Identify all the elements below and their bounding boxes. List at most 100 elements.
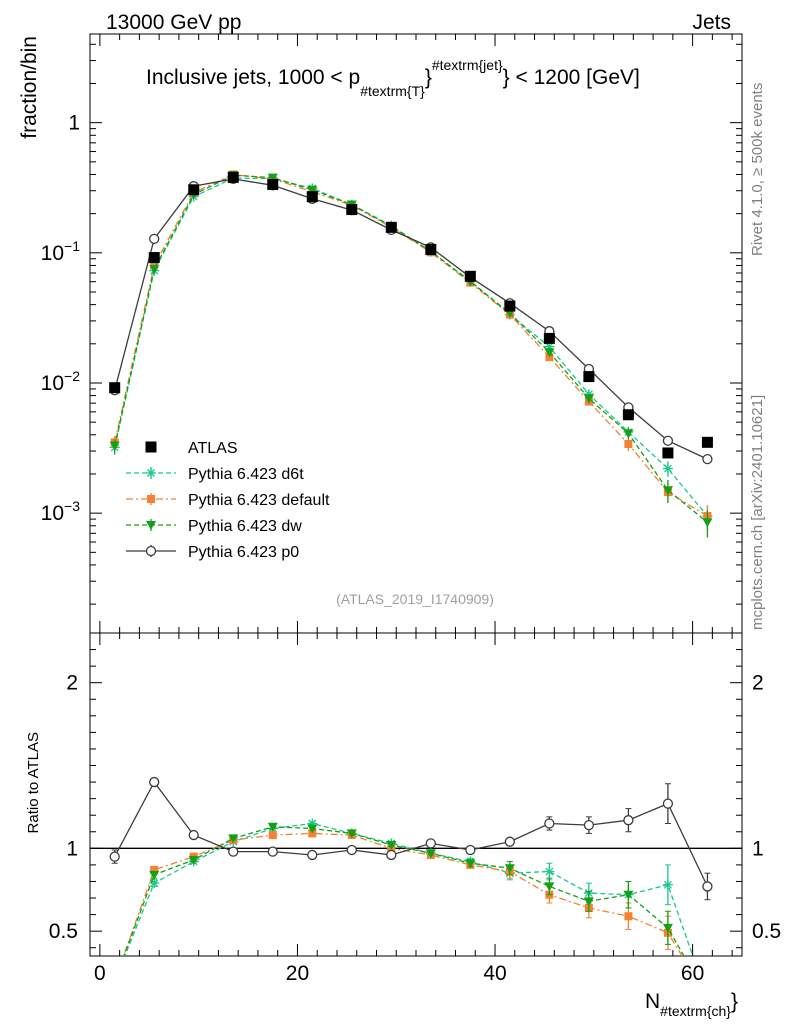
- ratio-point-dw-shape: [346, 829, 357, 839]
- main-point-dw-shape: [149, 265, 160, 275]
- ratio-point-dw: [583, 897, 594, 907]
- legend-label-dw: Pythia 6.423 dw: [188, 518, 302, 535]
- ratio-point-p0-shape: [425, 838, 436, 849]
- ratio-point-default-shape: [268, 831, 277, 840]
- main-point-data-shape: [504, 300, 516, 312]
- ratio-point-dw-shape: [149, 870, 160, 880]
- x-tick-label: 0: [94, 962, 106, 985]
- main-point-dw: [702, 518, 713, 528]
- main-point-d6t-shape: [544, 341, 555, 352]
- ratio-point-dw-shape: [386, 841, 397, 851]
- legend-marker-d6t-shape: [146, 468, 156, 478]
- ratio-point-dw: [307, 824, 318, 834]
- main-y-axis-label: fraction/bin: [18, 36, 41, 139]
- tick-mantissa: 10: [41, 372, 64, 395]
- ratio-point-default: [624, 912, 633, 921]
- main-point-dw-shape: [307, 185, 318, 195]
- legend-marker-data: [145, 441, 157, 453]
- legend-marker-default: [147, 495, 155, 503]
- ratio-point-p0-shape: [346, 844, 357, 856]
- main-point-data: [425, 244, 437, 256]
- ratio-axes: 0.5 0.51 12 20 20 40 60: [49, 632, 781, 985]
- main-point-dw-shape: [702, 518, 713, 528]
- x-tick-label: 60: [681, 962, 704, 985]
- ratio-point-p0: [465, 844, 476, 856]
- legend-label-data: ATLAS: [188, 440, 238, 457]
- ratio-point-p0: [228, 846, 239, 857]
- ratio-point-p0: [425, 838, 436, 849]
- ratio-point-default-shape: [624, 912, 633, 921]
- main-point-p0: [662, 435, 674, 446]
- main-point-data-shape: [464, 270, 476, 282]
- ratio-point-dw: [228, 834, 239, 844]
- ratio-point-dw: [425, 849, 436, 859]
- main-point-data-shape: [662, 447, 674, 459]
- main-point-data: [346, 204, 358, 216]
- main-point-data: [109, 382, 121, 394]
- ratio-point-d6t: [307, 818, 318, 829]
- ratio-point-p0: [623, 815, 634, 826]
- ratio-point-dw-shape: [583, 897, 594, 907]
- main-point-data-shape: [188, 184, 200, 196]
- ratio-point-dw: [188, 855, 199, 865]
- main-point-dw: [544, 348, 555, 358]
- main-point-p0: [702, 453, 713, 465]
- ratio-series-p0: [109, 776, 713, 901]
- ratio-point-d6t-shape: [149, 878, 160, 889]
- legend-entry-data: ATLAS: [145, 440, 238, 457]
- ratio-line-p0: [114, 780, 708, 887]
- x-tick-label: 20: [286, 962, 309, 985]
- ratio-line-d6t: [124, 822, 694, 956]
- ratio-point-p0-shape: [544, 818, 555, 829]
- ratio-point-p0: [702, 881, 713, 892]
- ratio-point-p0: [109, 851, 120, 862]
- ratio-point-d6t-shape: [307, 818, 318, 829]
- main-y-tick-label: 10−1: [41, 238, 81, 265]
- main-point-data: [543, 332, 555, 344]
- ratio-point-p0: [544, 818, 555, 829]
- legend-label-d6t: Pythia 6.423 d6t: [188, 466, 304, 483]
- ratio-y-tick-label-right: 2: [752, 672, 764, 695]
- ratio-point-dw-shape: [188, 855, 199, 865]
- ratio-plot-marks: [109, 776, 713, 956]
- ratio-point-p0-shape: [149, 776, 160, 788]
- ratio-y-axis-label: Ratio to ATLAS: [25, 732, 42, 833]
- main-point-data: [267, 178, 279, 190]
- ratio-y-tick-label: 0.5: [49, 920, 78, 943]
- ratio-y-tick-label-right: 0.5: [752, 920, 781, 943]
- ratio-point-dw-shape: [623, 890, 634, 900]
- main-point-dw: [623, 429, 634, 439]
- ratio-point-p0-shape: [228, 846, 239, 857]
- ratio-point-dw: [544, 882, 555, 892]
- ratio-point-default: [268, 831, 277, 840]
- x-tick-label: 40: [483, 962, 506, 985]
- main-point-d6t-shape: [662, 463, 673, 474]
- legend-marker-data-shape: [145, 441, 157, 453]
- main-point-data-shape: [543, 332, 555, 344]
- ratio-point-p0-shape: [504, 836, 515, 847]
- ratio-point-dw: [346, 829, 357, 839]
- ratio-point-dw-shape: [307, 824, 318, 834]
- main-point-data-shape: [425, 244, 437, 256]
- ratio-point-p0-shape: [267, 846, 278, 857]
- main-line-p0: [114, 178, 708, 460]
- main-point-default: [624, 439, 633, 448]
- main-point-data-shape: [583, 371, 595, 383]
- main-point-data-shape: [267, 178, 279, 190]
- main-point-data-shape: [227, 171, 239, 183]
- ratio-point-dw-shape: [504, 864, 515, 874]
- main-point-data: [464, 270, 476, 282]
- main-point-data: [622, 409, 634, 421]
- ratio-point-dw-shape: [544, 882, 555, 892]
- main-point-data: [583, 371, 595, 383]
- main-plot-title: Inclusive jets, 1000 < p#textrm{T}}#text…: [146, 57, 640, 99]
- main-y-tick-label: 10−2: [41, 368, 81, 395]
- main-point-data: [662, 447, 674, 459]
- ratio-point-p0: [662, 798, 674, 809]
- main-point-data: [227, 171, 239, 183]
- ratio-point-p0-shape: [188, 829, 199, 841]
- ratio-y-tick-label: 1: [66, 837, 78, 860]
- ratio-point-dw: [149, 870, 160, 880]
- legend: ATLAS Pythia 6.423 d6t Pythia 6.423 defaul…: [126, 440, 330, 561]
